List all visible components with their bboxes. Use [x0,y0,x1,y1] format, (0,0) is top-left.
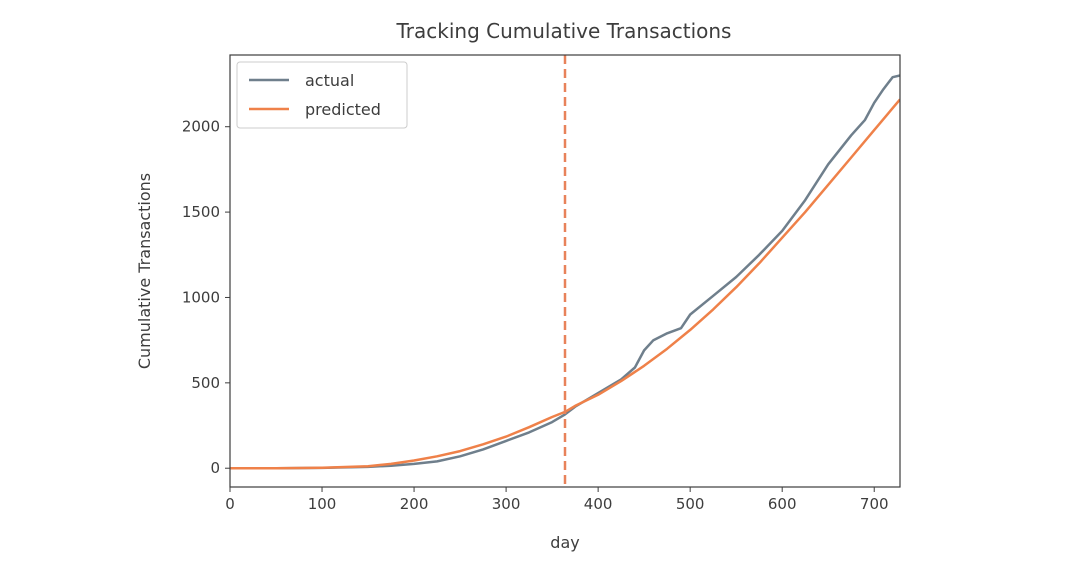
y-axis-title: Cumulative Transactions [135,173,154,369]
x-axis-title: day [550,533,579,552]
series-line-predicted [230,98,900,470]
x-tick-label: 200 [400,495,429,513]
y-tick-label: 0 [210,459,220,477]
legend-box [236,61,408,129]
legend-label-predicted: predicted [305,100,381,119]
x-tick-label: 700 [860,495,889,513]
x-tick-label: 0 [225,495,235,513]
y-tick-label: 500 [191,374,220,392]
legend: actual predicted [236,61,408,129]
x-tick-label: 100 [308,495,337,513]
x-tick-label: 600 [768,495,797,513]
y-tick-label: 1500 [182,203,220,221]
plot-frame [229,54,901,488]
series-line-actual [230,74,900,470]
y-tick-label: 1000 [182,288,220,306]
x-tick-label: 500 [676,495,705,513]
chart-title: Tracking Cumulative Transactions [396,19,732,43]
x-tick-label: 400 [584,495,613,513]
y-tick-label: 2000 [182,118,220,136]
y-axis: 0 500 1000 1500 2000 [182,118,230,477]
x-axis: 0 100 200 300 400 500 600 700 [225,487,889,513]
x-tick-label: 300 [492,495,521,513]
plot-area [229,54,901,488]
series-layer [230,55,900,487]
legend-label-actual: actual [305,71,354,90]
